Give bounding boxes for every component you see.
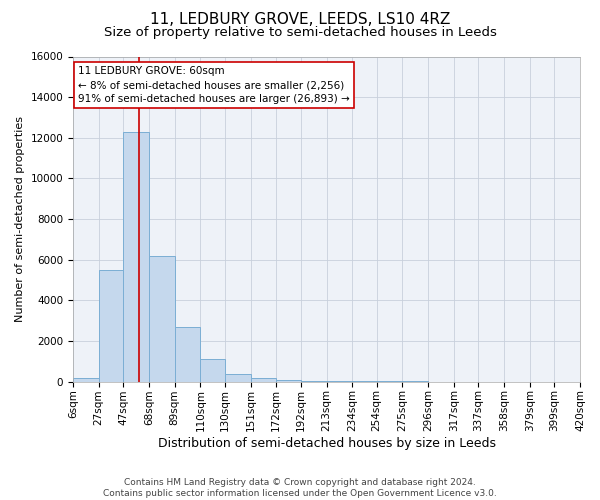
Text: 11, LEDBURY GROVE, LEEDS, LS10 4RZ: 11, LEDBURY GROVE, LEEDS, LS10 4RZ — [150, 12, 450, 28]
X-axis label: Distribution of semi-detached houses by size in Leeds: Distribution of semi-detached houses by … — [158, 437, 496, 450]
Y-axis label: Number of semi-detached properties: Number of semi-detached properties — [15, 116, 25, 322]
Text: Contains HM Land Registry data © Crown copyright and database right 2024.
Contai: Contains HM Land Registry data © Crown c… — [103, 478, 497, 498]
Bar — [352, 381, 377, 382]
Bar — [123, 132, 149, 382]
Bar — [225, 374, 251, 382]
Bar — [277, 380, 301, 382]
Bar — [99, 270, 123, 382]
Bar — [149, 256, 175, 382]
Bar — [301, 380, 326, 382]
Text: 11 LEDBURY GROVE: 60sqm
← 8% of semi-detached houses are smaller (2,256)
91% of : 11 LEDBURY GROVE: 60sqm ← 8% of semi-det… — [78, 66, 350, 104]
Bar — [73, 378, 99, 382]
Bar — [200, 360, 225, 382]
Bar — [326, 380, 352, 382]
Bar — [175, 327, 200, 382]
Bar — [251, 378, 277, 382]
Text: Size of property relative to semi-detached houses in Leeds: Size of property relative to semi-detach… — [104, 26, 496, 39]
